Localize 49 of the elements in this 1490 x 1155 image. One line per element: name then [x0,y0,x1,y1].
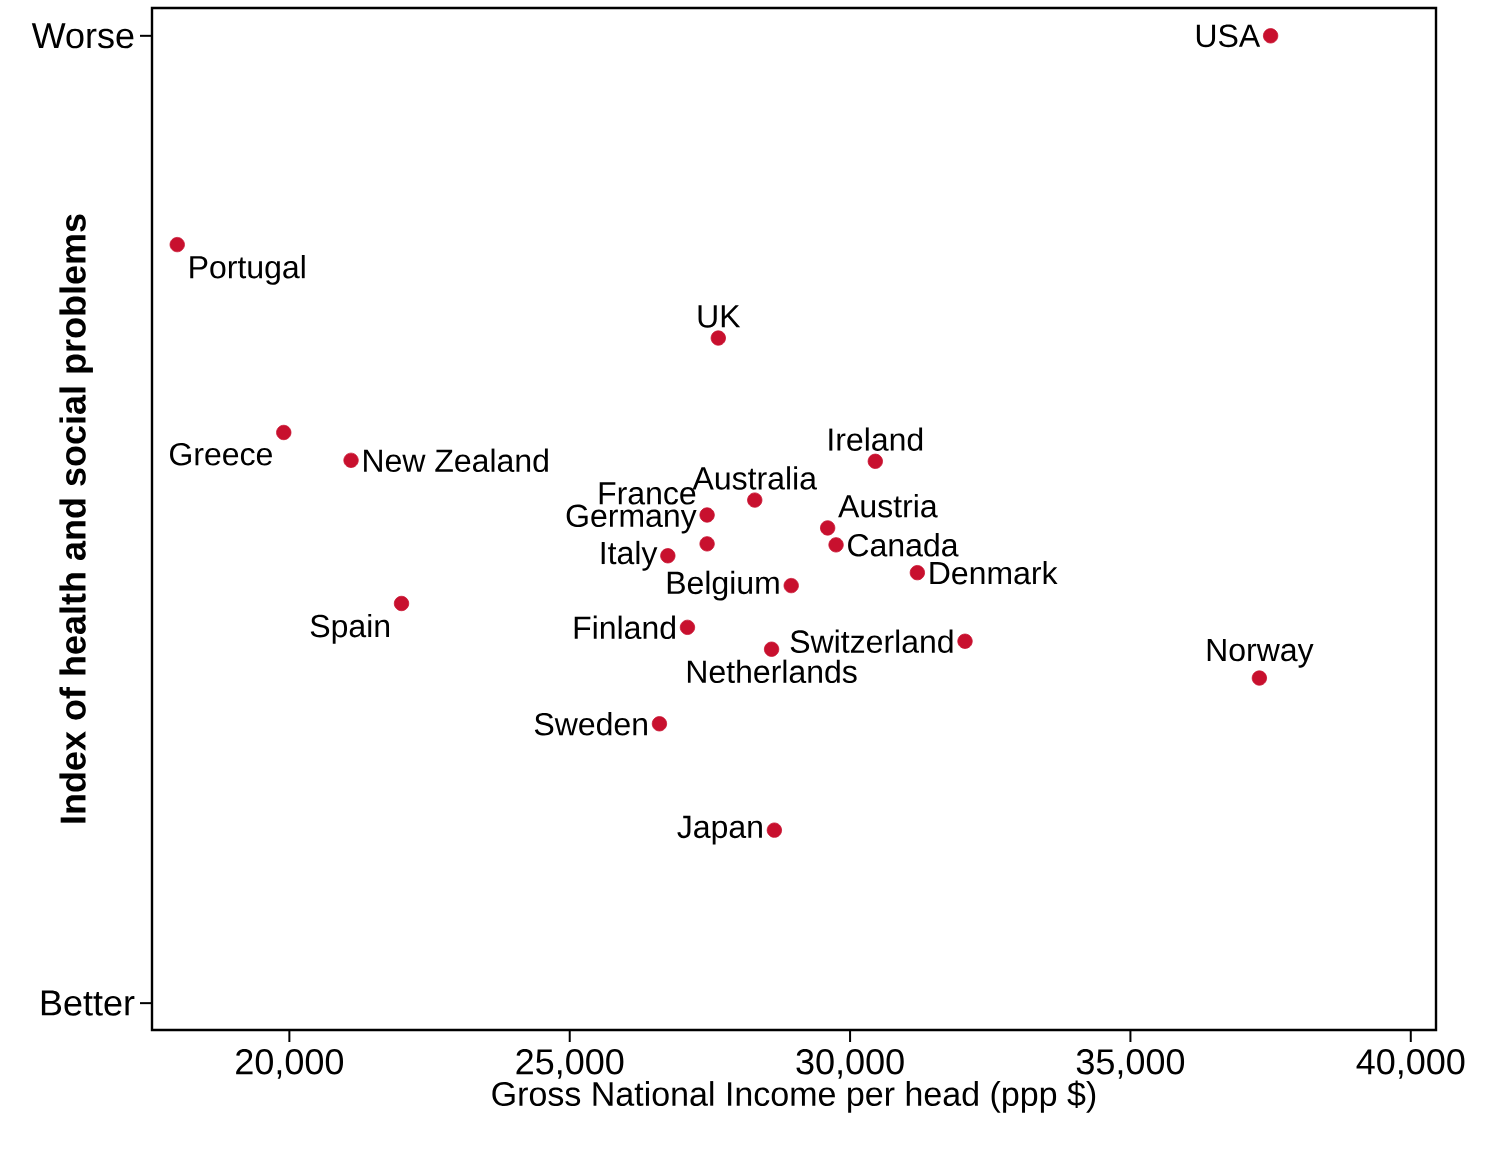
point [679,619,696,635]
point [828,537,844,553]
point [766,822,782,838]
annotation: Finland [574,615,675,640]
point [169,236,185,253]
x-tick-label: 40,000 [1356,1049,1465,1079]
y-axis-title: Index of health and social problems [59,214,93,823]
annotation: Austria [838,494,938,518]
annotation: Switzerland [790,629,953,654]
point [710,330,726,346]
point [393,595,410,612]
annotation: Germany [566,504,697,534]
annotation: Netherlands [687,659,857,684]
point [1263,28,1279,44]
point [867,453,883,469]
point [1251,670,1267,686]
point [763,641,780,657]
annotation: Ireland [829,427,923,451]
annotation: Sweden [534,712,647,736]
annotation: Denmark [930,560,1058,585]
point [660,548,676,564]
point [783,577,799,594]
annotation: Greece [170,442,272,466]
annotation: Italy [601,540,658,571]
point [276,424,292,441]
point [957,633,973,649]
point [699,507,715,523]
x-tick-label: 30,000 [796,1049,904,1079]
x-tick-label: 25,000 [516,1049,624,1079]
annotation: USA [1196,24,1261,48]
point [820,520,836,536]
point [343,452,359,468]
annotation: New Zealand [364,448,548,473]
text: Better [41,990,135,1016]
annotation: Norway [1207,638,1314,668]
annotation: Japan [677,815,762,845]
point [909,565,925,581]
text: Worse [31,23,134,49]
annotation: Spain [310,613,390,644]
point [699,536,715,552]
x-axis-title: Gross National Income per head (ppp $) [492,1080,1096,1113]
annotation: Portugal [190,255,305,285]
point [747,492,763,508]
x-tick-label: 35,000 [1076,1049,1185,1079]
point [651,716,668,732]
annotation: UK [698,305,741,328]
x-tick-label: 20,000 [236,1049,344,1079]
annotation: Canada [848,533,959,557]
annotation: Belgium [667,570,779,601]
